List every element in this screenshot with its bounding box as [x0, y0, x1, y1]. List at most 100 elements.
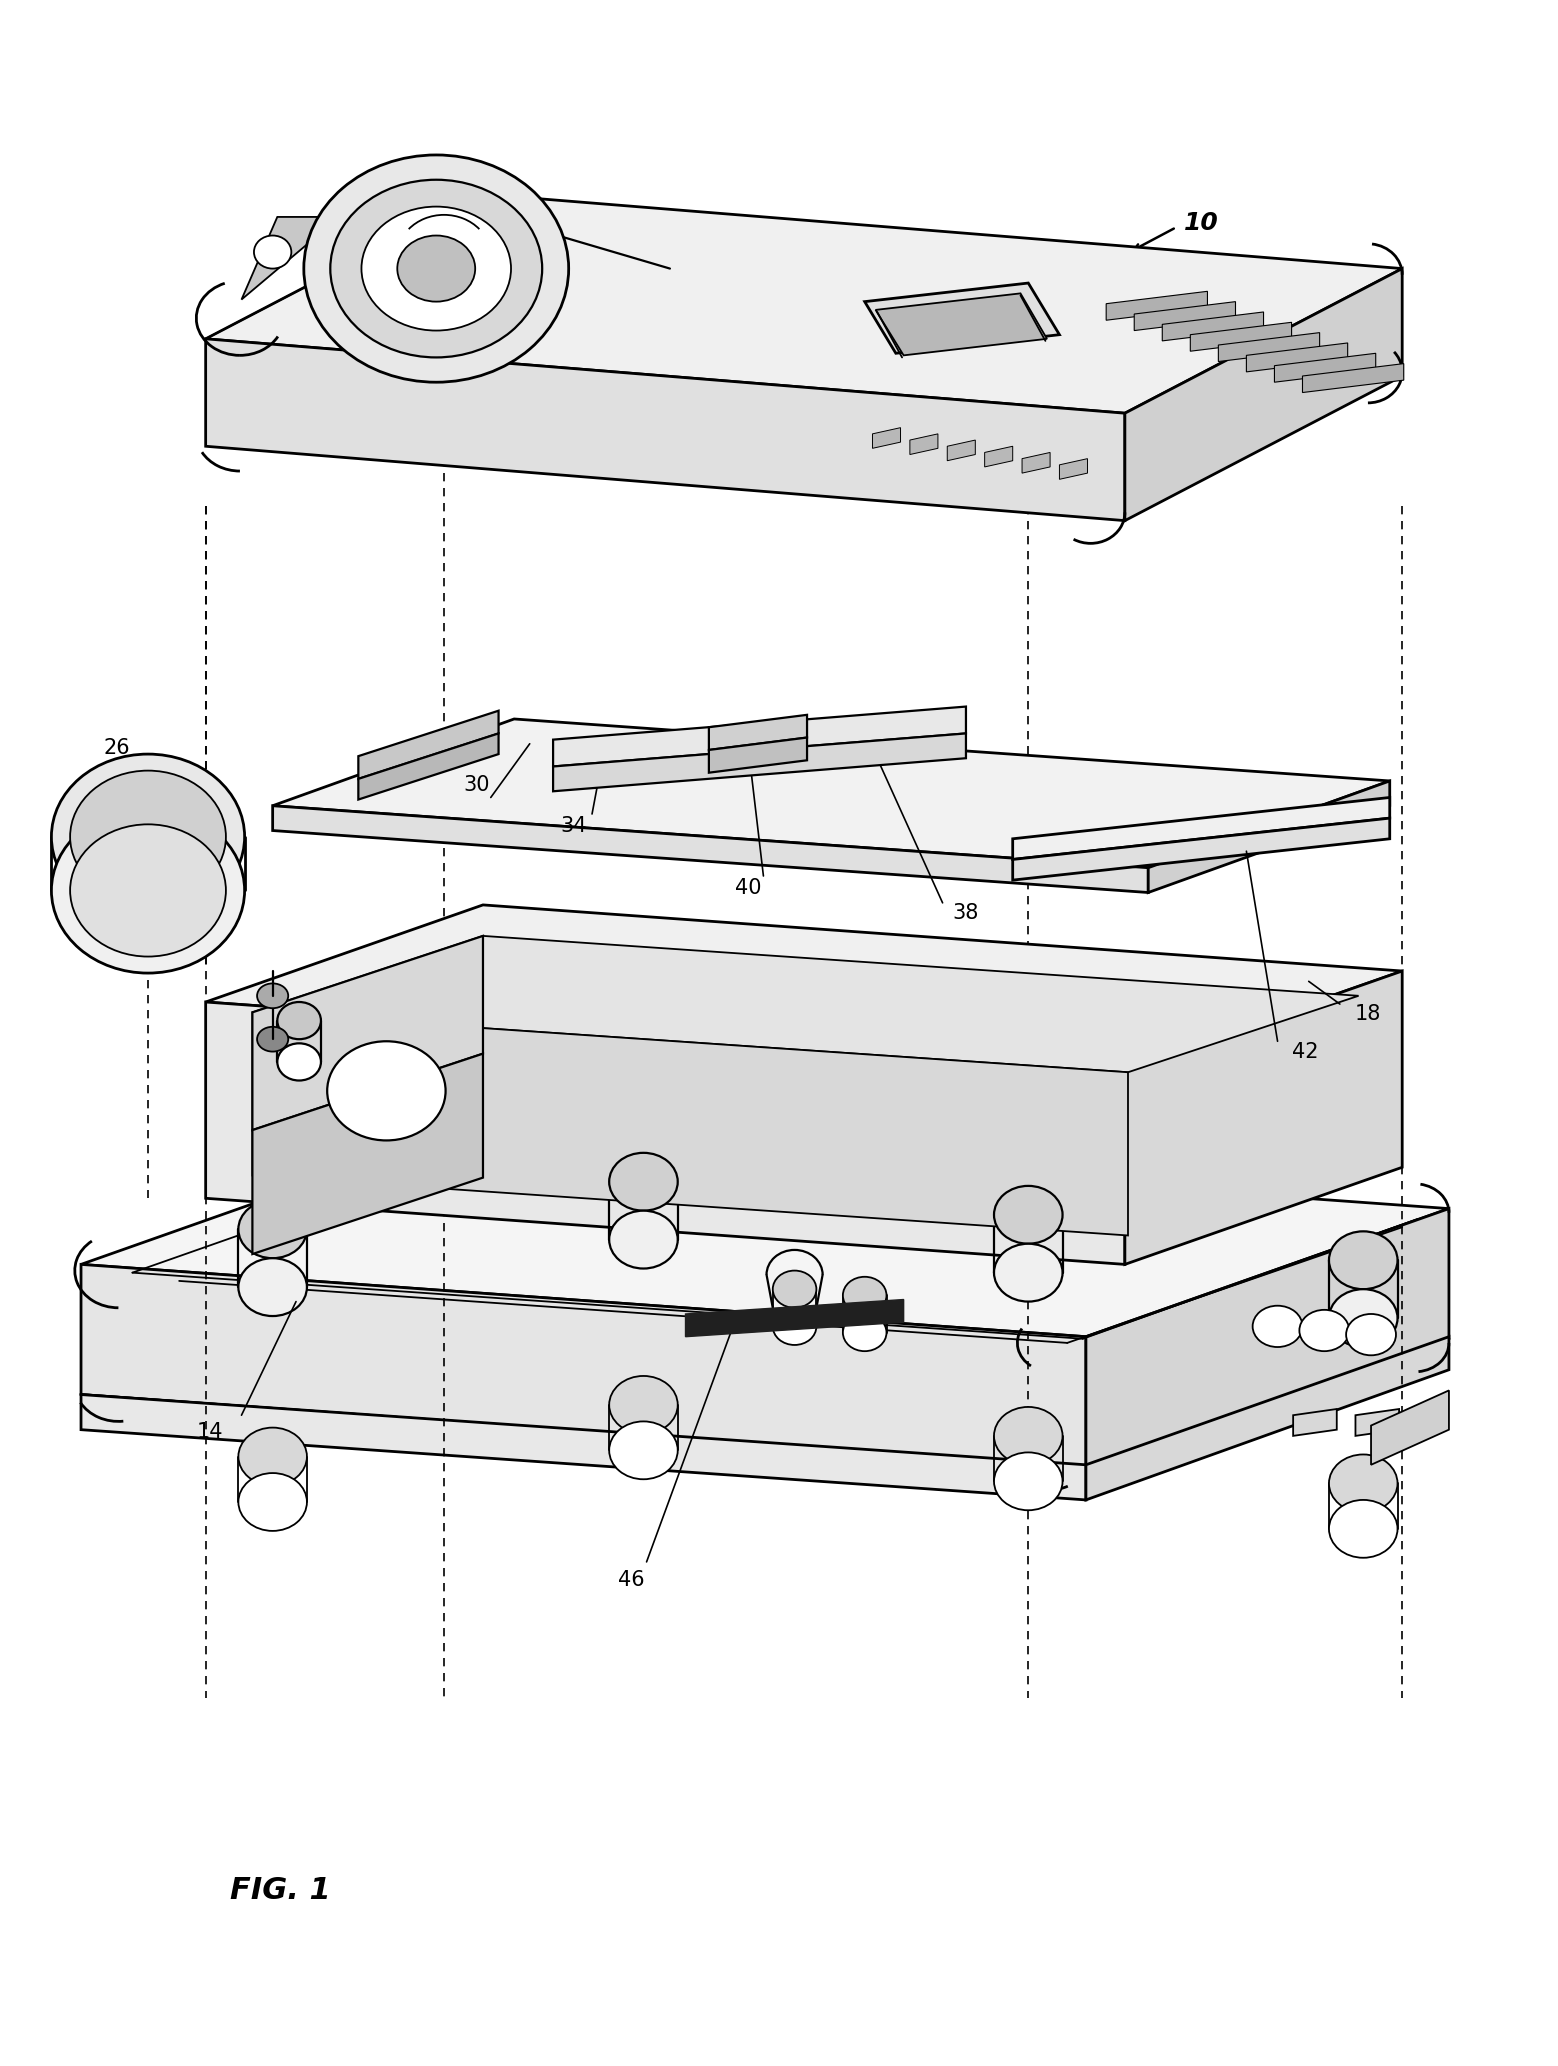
Polygon shape [1293, 1409, 1337, 1436]
Polygon shape [1355, 1409, 1399, 1436]
Ellipse shape [277, 1043, 321, 1081]
Ellipse shape [327, 1041, 446, 1140]
Polygon shape [1013, 797, 1390, 859]
Ellipse shape [238, 1258, 307, 1316]
Ellipse shape [51, 754, 245, 919]
Ellipse shape [257, 1027, 288, 1052]
Text: 40: 40 [734, 878, 762, 899]
Polygon shape [273, 719, 1390, 868]
Text: 22: 22 [785, 258, 813, 279]
Polygon shape [876, 293, 1047, 355]
Polygon shape [81, 1395, 1086, 1500]
Ellipse shape [1329, 1454, 1398, 1512]
Polygon shape [1162, 312, 1264, 341]
Polygon shape [1371, 1390, 1449, 1465]
Ellipse shape [843, 1314, 887, 1351]
Polygon shape [81, 1136, 1449, 1337]
Ellipse shape [994, 1407, 1063, 1465]
Polygon shape [1022, 452, 1050, 473]
Polygon shape [206, 339, 1125, 521]
Polygon shape [252, 936, 1359, 1072]
Ellipse shape [1253, 1306, 1302, 1347]
Ellipse shape [397, 236, 475, 302]
Polygon shape [709, 715, 807, 750]
Polygon shape [386, 217, 444, 264]
Polygon shape [1106, 291, 1207, 320]
Text: 26: 26 [103, 738, 131, 758]
Ellipse shape [773, 1271, 816, 1308]
Polygon shape [1134, 302, 1235, 331]
Polygon shape [1274, 353, 1376, 382]
Text: 42: 42 [1292, 1041, 1320, 1062]
Polygon shape [358, 711, 499, 779]
Ellipse shape [304, 155, 569, 382]
Ellipse shape [70, 824, 226, 957]
Ellipse shape [773, 1308, 816, 1345]
Ellipse shape [277, 1002, 321, 1039]
Polygon shape [553, 707, 966, 766]
Ellipse shape [238, 1200, 307, 1258]
Ellipse shape [994, 1452, 1063, 1510]
Ellipse shape [51, 808, 245, 973]
Ellipse shape [1346, 1314, 1396, 1355]
Ellipse shape [330, 180, 542, 357]
Ellipse shape [70, 771, 226, 903]
Text: 30: 30 [463, 775, 491, 795]
Text: 48: 48 [553, 231, 578, 252]
Ellipse shape [609, 1376, 678, 1434]
Polygon shape [947, 440, 975, 461]
Polygon shape [1086, 1337, 1449, 1500]
Polygon shape [273, 806, 1148, 893]
Polygon shape [340, 200, 397, 248]
Polygon shape [1148, 781, 1390, 893]
Text: 52: 52 [941, 355, 969, 376]
Polygon shape [1218, 333, 1320, 362]
Text: 34: 34 [559, 816, 587, 837]
Text: 18: 18 [1355, 1004, 1380, 1025]
Ellipse shape [1299, 1310, 1349, 1351]
Polygon shape [1190, 322, 1292, 351]
Polygon shape [872, 428, 901, 448]
Ellipse shape [843, 1277, 887, 1314]
Polygon shape [1086, 1209, 1449, 1467]
Polygon shape [985, 446, 1013, 467]
Text: 10: 10 [1184, 211, 1218, 236]
Text: 46: 46 [617, 1570, 645, 1591]
Ellipse shape [609, 1211, 678, 1269]
Polygon shape [910, 434, 938, 455]
Polygon shape [1125, 971, 1402, 1264]
Polygon shape [252, 936, 483, 1130]
Polygon shape [709, 738, 807, 773]
Polygon shape [1246, 343, 1348, 372]
Ellipse shape [1329, 1289, 1398, 1347]
Ellipse shape [994, 1186, 1063, 1244]
Polygon shape [206, 1002, 1125, 1264]
Polygon shape [1125, 269, 1402, 521]
Polygon shape [206, 194, 1402, 413]
Polygon shape [1013, 818, 1390, 880]
Polygon shape [553, 733, 966, 791]
Polygon shape [206, 905, 1402, 1068]
Ellipse shape [609, 1421, 678, 1479]
Polygon shape [81, 1264, 1086, 1467]
Text: 14: 14 [196, 1421, 224, 1442]
Polygon shape [252, 1012, 1128, 1235]
Ellipse shape [361, 207, 511, 331]
Polygon shape [358, 733, 499, 800]
Polygon shape [1302, 364, 1404, 393]
Polygon shape [686, 1300, 904, 1337]
Ellipse shape [1329, 1231, 1398, 1289]
Ellipse shape [609, 1153, 678, 1211]
Text: 38: 38 [953, 903, 978, 924]
Polygon shape [1059, 459, 1087, 479]
Ellipse shape [238, 1473, 307, 1531]
Ellipse shape [1329, 1500, 1398, 1558]
Polygon shape [241, 217, 340, 300]
Ellipse shape [257, 983, 288, 1008]
Ellipse shape [994, 1244, 1063, 1302]
Polygon shape [865, 283, 1059, 353]
Ellipse shape [238, 1428, 307, 1485]
Text: FIG. 1: FIG. 1 [231, 1876, 330, 1905]
Ellipse shape [254, 236, 291, 269]
Polygon shape [252, 1054, 483, 1254]
